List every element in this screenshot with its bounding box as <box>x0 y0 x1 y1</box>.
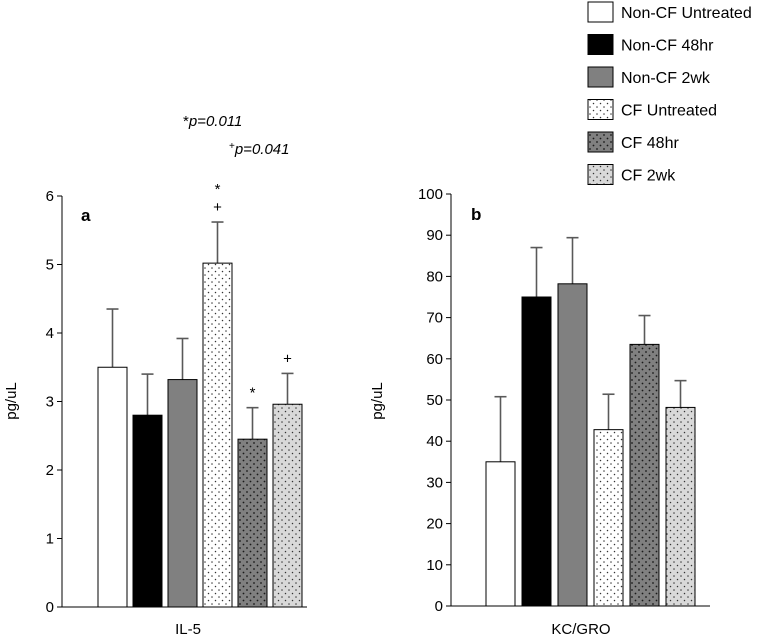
bar-cf-untreated <box>593 429 624 607</box>
y-tick-label: 1 <box>46 531 54 548</box>
panel-label-a: a <box>81 206 91 225</box>
significance-mark: * <box>250 385 256 402</box>
y-tick-label: 4 <box>46 325 54 342</box>
legend-label: Non-CF 2wk <box>621 70 711 87</box>
legend-label: CF 2wk <box>621 168 676 185</box>
bar-cf-48hr <box>237 438 268 608</box>
legend-label: Non-CF Untreated <box>621 5 752 22</box>
bar-cf-untreated <box>202 262 233 608</box>
legend: Non-CF Untreated Non-CF 48hr Non-CF 2wk CF … <box>587 1 752 185</box>
x-axis-label-a: IL-5 <box>175 621 201 638</box>
legend-swatch <box>587 66 614 88</box>
y-tick-label: 30 <box>426 474 443 491</box>
bar-cf-2wk <box>272 403 303 608</box>
panel-label-b: b <box>471 205 481 224</box>
chart-panel-b: b pg/uL KC/GRO 0 10 20 30 40 50 60 70 80 90 100 <box>369 186 710 638</box>
y-tick-label: 70 <box>426 310 443 327</box>
y-tick-label: 5 <box>46 257 54 274</box>
y-tick-label: 10 <box>426 557 443 574</box>
legend-swatch <box>587 99 614 120</box>
legend-label: CF 48hr <box>621 135 679 152</box>
star-p-symbol: * <box>183 113 189 130</box>
y-tick-label: 6 <box>46 188 54 205</box>
significance-mark: + <box>283 350 292 367</box>
y-tick-label: 60 <box>426 351 443 368</box>
y-tick-label: 40 <box>426 433 443 450</box>
y-tick-label: 50 <box>426 392 443 409</box>
bar-cf-48hr <box>629 343 660 607</box>
bar-non-cf-48hr <box>132 414 163 608</box>
x-axis-label-b: KC/GRO <box>551 621 610 638</box>
legend-label: Non-CF 48hr <box>621 38 714 55</box>
star-p-note: *p=0.011 <box>183 113 242 130</box>
bar-non-cf-2wk <box>167 379 198 608</box>
bar-non-cf-untreated <box>485 461 516 607</box>
star-p-value: p=0.011 <box>188 113 243 130</box>
y-tick-label: 90 <box>426 227 443 244</box>
y-axis-label-b: pg/uL <box>369 382 386 420</box>
bar-non-cf-untreated <box>97 366 128 608</box>
significance-mark: * <box>215 181 221 198</box>
chart-marks-b: 0 10 20 30 40 50 60 70 80 90 100 <box>418 186 710 615</box>
y-axis-label-a: pg/uL <box>3 382 20 420</box>
bar-non-cf-48hr <box>521 296 552 607</box>
y-tick-label: 80 <box>426 268 443 285</box>
y-tick-label: 0 <box>46 599 54 616</box>
significance-mark: + <box>213 199 222 216</box>
legend-swatch <box>587 131 614 153</box>
plus-p-note: +p=0.041 <box>229 141 289 158</box>
legend-swatch <box>587 164 614 185</box>
legend-swatch <box>587 34 614 55</box>
legend-label: CF Untreated <box>621 103 717 120</box>
y-tick-label: 100 <box>418 186 443 203</box>
y-tick-label: 2 <box>46 462 54 479</box>
y-tick-label: 3 <box>46 394 54 411</box>
plus-p-symbol: + <box>229 141 235 152</box>
plus-p-value: p=0.041 <box>234 141 290 158</box>
bar-non-cf-2wk <box>557 283 588 607</box>
bar-cf-2wk <box>665 406 696 607</box>
y-tick-label: 0 <box>435 598 443 615</box>
significance-notes: *p=0.011 +p=0.041 <box>183 113 289 158</box>
legend-swatch <box>587 1 614 23</box>
y-tick-label: 20 <box>426 516 443 533</box>
